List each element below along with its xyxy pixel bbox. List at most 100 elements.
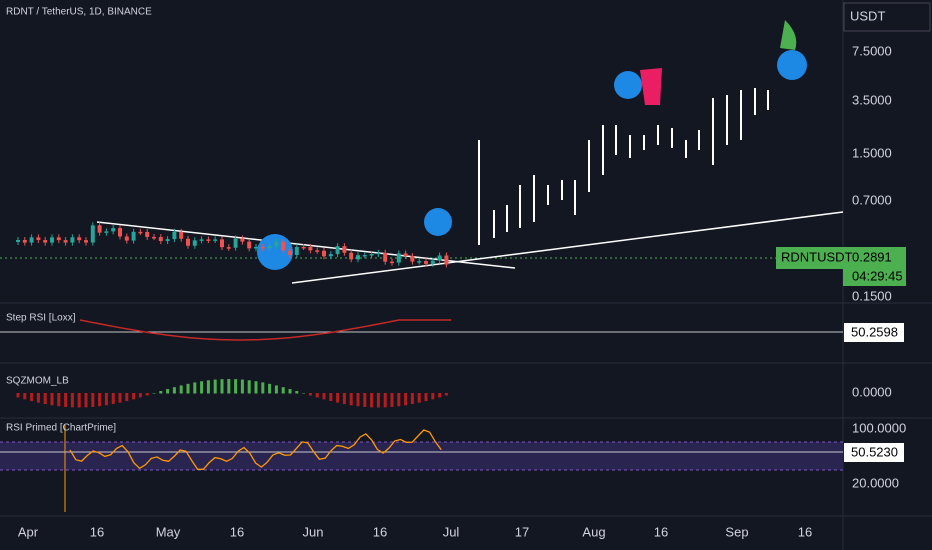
candle [328,254,333,257]
time-label: May [156,524,181,539]
momentum-bar [404,393,408,406]
candle [403,253,408,257]
indicator-name: Step RSI [Loxx] [6,313,76,324]
candle [90,225,95,243]
candle [124,236,129,241]
time-label: Aug [582,524,605,539]
step-rsi-line [79,319,452,341]
candle [274,241,279,246]
indicator-value: 50.5230 [851,444,898,459]
indicator-name: RSI Primed [ChartPrime] [6,423,116,434]
time-label: 17 [515,524,529,539]
sticker [640,68,662,105]
value-box [844,323,904,342]
candle [315,250,320,252]
candle [322,250,326,257]
momentum-bar [152,393,156,394]
candle [36,237,41,241]
candle [192,240,197,246]
trend-line [291,211,844,284]
candle [444,255,449,265]
candle [376,252,381,255]
candle [430,260,435,264]
time-label: 16 [230,524,244,539]
indicator-value: 0.0000 [852,384,892,399]
momentum-bar [104,393,108,406]
momentum-bar [410,393,414,405]
rsi-line [69,429,442,470]
candle [213,239,218,241]
symbol-title: RDNT / TetherUS, 1D, BINANCE [6,7,152,18]
momentum-bar [193,382,197,394]
candle [186,238,190,246]
candle [369,254,374,256]
candle [172,231,177,240]
momentum-bar [240,379,244,394]
price-label: 0.1500 [852,288,892,303]
candle [29,237,34,243]
momentum-bar [356,393,360,407]
momentum-bar [70,393,74,408]
momentum-bar [444,393,448,396]
sticker [257,234,293,270]
countdown-box [843,268,906,286]
momentum-bar [268,383,272,394]
momentum-bar [417,393,421,403]
time-label: Jul [443,524,460,539]
candle [335,246,340,255]
time-label: 16 [90,524,104,539]
candle [220,239,224,248]
momentum-bar [118,393,122,403]
momentum-bar [363,393,367,407]
candle [383,252,388,262]
last-price-symbol: RDNTUSDT [781,249,853,264]
momentum-bar [308,393,312,396]
momentum-bar [77,393,81,408]
currency[interactable]: USDT [850,8,885,23]
candle [111,228,116,232]
indicator-lower: 20.0000 [852,475,899,490]
value-box [844,443,904,462]
momentum-bar [30,393,34,402]
candle [294,246,299,255]
momentum-bar [220,379,224,394]
momentum-bar [234,379,238,394]
candle [349,252,354,260]
currency-box[interactable] [843,2,931,32]
candle [247,241,252,249]
momentum-bar [281,387,285,394]
candle [84,240,88,243]
momentum-bar [206,380,210,394]
price-label: 3.5000 [852,92,892,107]
candle [138,231,143,234]
candle [390,261,394,264]
candle [43,240,48,243]
candle [179,231,184,239]
candle [199,239,204,241]
momentum-bar [302,393,306,394]
time-label: 16 [798,524,812,539]
candle [356,255,360,260]
candle [97,225,102,233]
time-axis: Apr 16 May 16 Jun 16 Jul 17 Aug 16 Sep 16 [18,524,812,539]
candle [267,245,272,249]
candle [301,246,306,249]
momentum-bar [36,393,40,403]
time-label: 16 [373,524,387,539]
candle [417,261,422,263]
rsi-band [0,442,843,470]
price-label: 7.5000 [852,43,892,58]
momentum-bar [145,393,149,396]
candle [308,246,313,251]
momentum-bar [125,393,129,402]
momentum-bar [186,383,190,394]
candle [152,236,156,239]
momentum-bar [431,393,435,400]
indicator-value: 50.2598 [851,324,898,339]
momentum-bar [390,393,394,407]
time-label: Sep [725,524,748,539]
momentum-bar [57,393,61,407]
indicator-name: SQZMOM_LB [6,376,69,387]
momentum-bar [159,391,163,394]
indicator-upper: 100.0000 [852,420,906,435]
